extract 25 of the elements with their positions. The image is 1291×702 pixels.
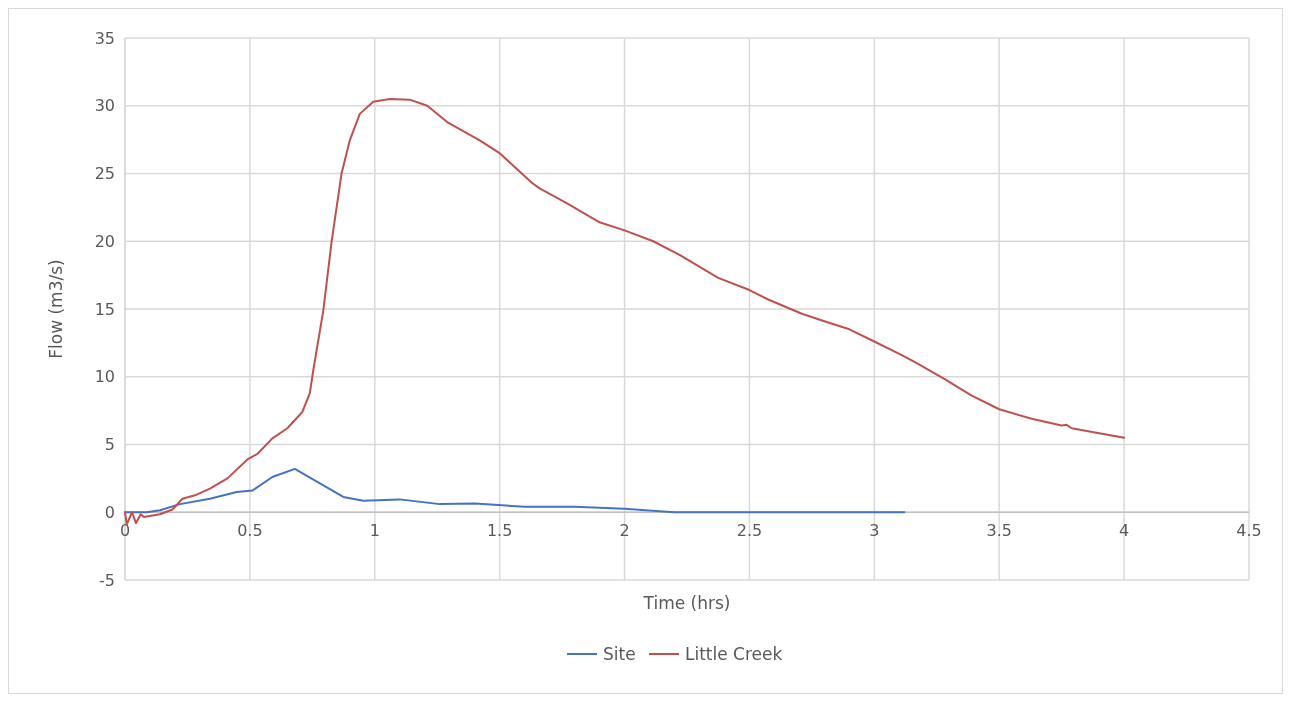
x-tick-label: 4.5 <box>1236 521 1262 541</box>
x-tick-label: 2 <box>619 521 630 541</box>
x-tick-label: 1 <box>369 521 380 541</box>
x-tick-label: 0.5 <box>237 521 263 541</box>
y-tick-label: 15 <box>94 299 115 319</box>
x-tick-label: 2.5 <box>736 521 763 541</box>
legend-label: Little Creek <box>685 643 783 664</box>
x-tick-label: 1.5 <box>486 521 513 541</box>
x-tick-label: 4 <box>1119 521 1130 541</box>
y-tick-label: 25 <box>94 164 115 184</box>
y-axis-title: Flow (m3/s) <box>46 259 66 359</box>
y-tick-label: 30 <box>94 96 115 116</box>
line-series <box>124 467 906 514</box>
y-tick-label: -5 <box>99 570 115 590</box>
legend-label: Site <box>603 643 636 664</box>
line-series <box>124 97 1126 526</box>
y-tick-label: 20 <box>94 231 115 251</box>
y-tick-label: 5 <box>104 435 115 455</box>
x-tick-label: 3.5 <box>986 521 1012 541</box>
y-tick-label: 0 <box>104 502 115 522</box>
y-tick-label: 10 <box>94 367 115 387</box>
x-tick-label: 0 <box>119 521 131 541</box>
x-axis-title: Time (hrs) <box>642 593 731 613</box>
x-tick-label: 3 <box>869 521 880 541</box>
y-tick-label: 35 <box>94 28 115 48</box>
